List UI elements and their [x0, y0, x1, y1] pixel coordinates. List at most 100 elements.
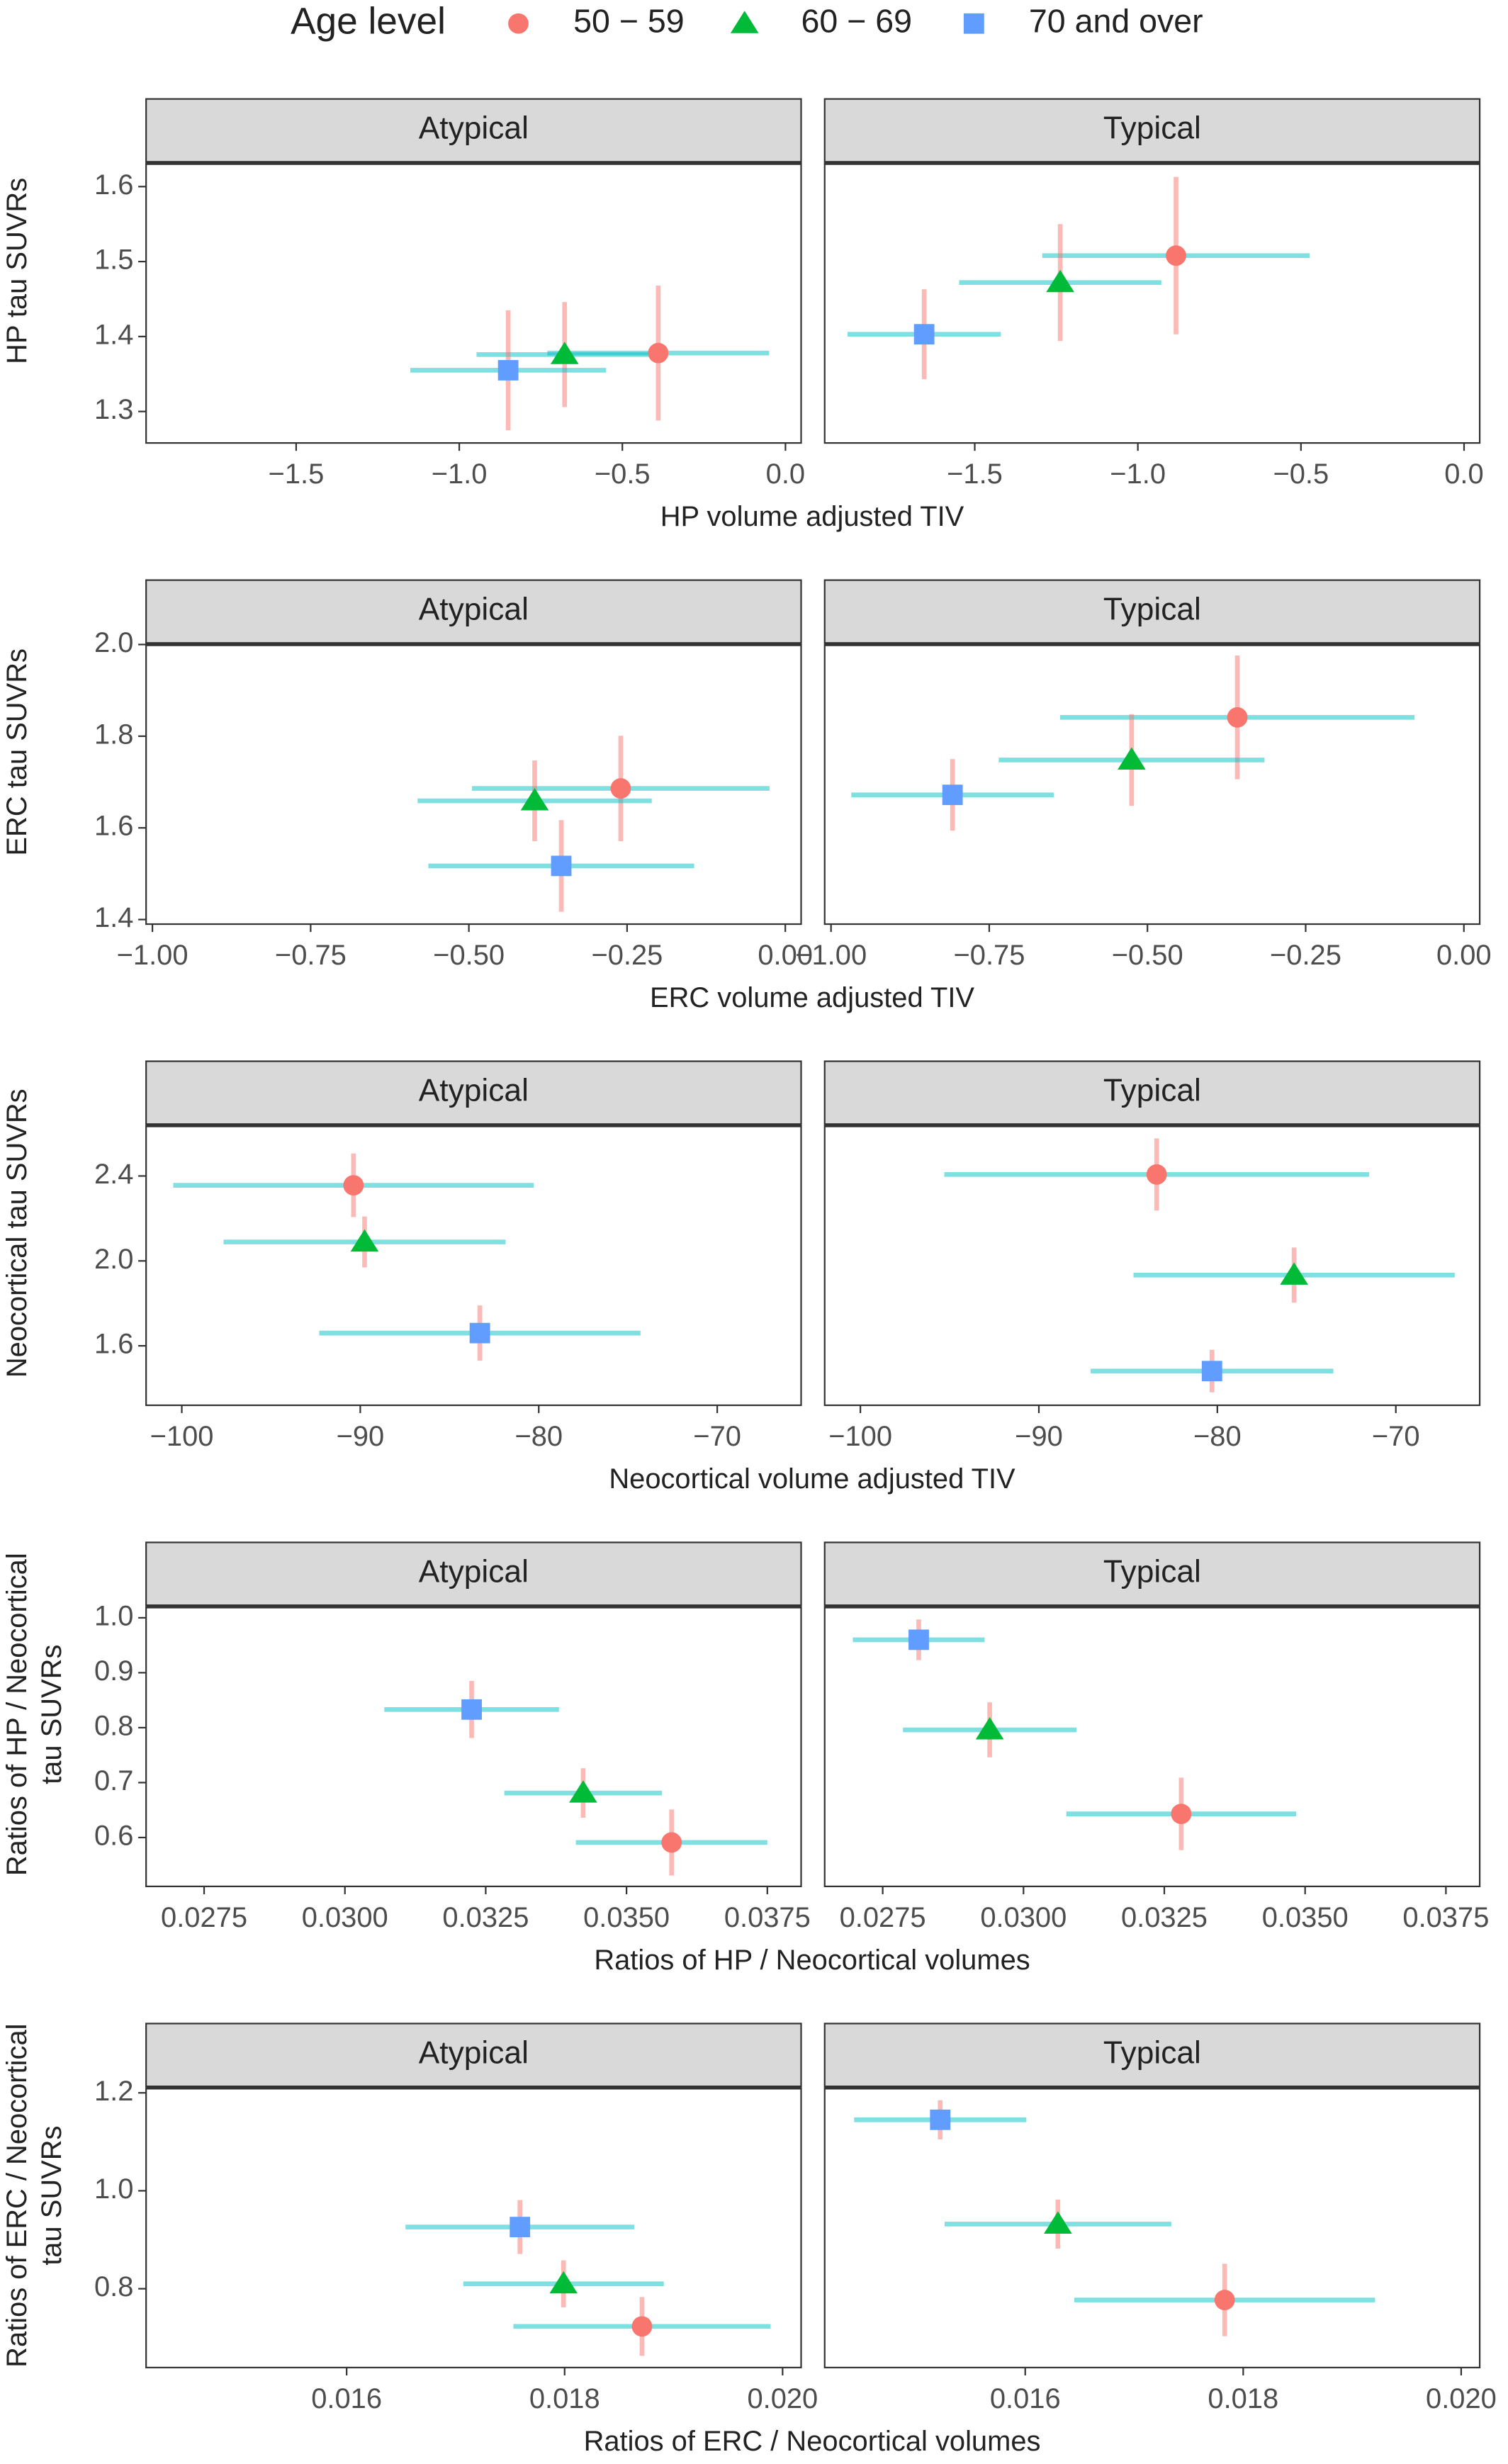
y-axis-title: HP tau SUVRs [1, 178, 33, 364]
y-tick-label: 0.9 [94, 1655, 133, 1687]
strip-title: Atypical [419, 592, 529, 627]
x-tick-label: 0.0375 [724, 1902, 811, 1933]
y-axis-title: ERC tau SUVRs [1, 648, 33, 856]
point [1166, 245, 1186, 266]
x-tick-label: 0.00 [1436, 940, 1492, 971]
legend-title: Age level [291, 0, 446, 42]
x-tick-label: 0.0375 [1402, 1902, 1489, 1933]
strip-title: Atypical [419, 1074, 529, 1108]
point [469, 1322, 490, 1344]
strip-title: Typical [1103, 592, 1201, 627]
x-tick-label: −80 [514, 1421, 563, 1452]
y-tick-label: 2.4 [94, 1159, 133, 1190]
strip [145, 98, 802, 163]
y-tick-label: 1.5 [94, 244, 133, 276]
legend-label: 60 − 69 [801, 3, 912, 40]
y-tick-label: 1.6 [94, 169, 133, 201]
panel [145, 643, 802, 926]
y-tick-label: 1.2 [94, 2076, 133, 2107]
point [1227, 707, 1248, 728]
point [975, 1717, 1004, 1740]
y-tick-label: 0.6 [94, 1820, 133, 1851]
strip [823, 1060, 1481, 1125]
x-tick-label: 0.0300 [302, 1902, 388, 1933]
point [550, 342, 579, 364]
legend-marker [508, 13, 529, 34]
x-tick-label: −0.50 [1112, 940, 1183, 971]
strip-title: Atypical [419, 2035, 529, 2070]
y-tick-label: 2.0 [94, 627, 133, 658]
y-axis-title: Ratios of ERC / Neocortical [1, 2024, 33, 2368]
strip [145, 2023, 802, 2088]
x-tick-label: 0.016 [990, 2383, 1061, 2414]
x-axis-title: Ratios of HP / Neocortical volumes [594, 1945, 1030, 1976]
x-tick-label: 0.0 [1444, 459, 1483, 490]
x-tick-label: −100 [150, 1421, 214, 1452]
panel [823, 2087, 1481, 2369]
point [549, 2271, 578, 2294]
strip-title: Typical [1103, 1074, 1201, 1108]
y-axis-title: tau SUVRs [36, 1645, 67, 1784]
x-tick-label: −100 [828, 1421, 892, 1452]
point [1201, 1361, 1222, 1382]
point [942, 784, 963, 806]
y-axis-title: Ratios of HP / Neocortical [1, 1553, 33, 1876]
x-tick-label: −1.5 [947, 459, 1003, 490]
y-tick-label: 1.0 [94, 2173, 133, 2205]
strip [145, 1060, 802, 1125]
x-tick-label: −80 [1193, 1421, 1242, 1452]
x-tick-label: −70 [1372, 1421, 1420, 1452]
panel [145, 162, 802, 444]
strip [823, 579, 1481, 644]
point [520, 788, 549, 811]
point [930, 2109, 951, 2130]
point [1171, 1804, 1192, 1825]
y-tick-label: 1.4 [94, 319, 133, 350]
y-tick-label: 1.0 [94, 1600, 133, 1631]
point [350, 1229, 379, 1252]
point [648, 342, 669, 364]
x-tick-label: 0.016 [311, 2383, 382, 2414]
x-tick-label: 0.0350 [583, 1902, 670, 1933]
x-axis-title: ERC volume adjusted TIV [650, 982, 974, 1013]
y-tick-label: 2.0 [94, 1244, 133, 1275]
x-tick-label: −0.75 [953, 940, 1025, 971]
legend-label: 70 and over [1029, 3, 1203, 40]
x-tick-label: −1.00 [117, 940, 188, 971]
strip-title: Atypical [419, 1555, 529, 1590]
strip [823, 2023, 1481, 2088]
x-tick-label: 0.0275 [161, 1902, 247, 1933]
x-tick-label: −0.25 [1270, 940, 1341, 971]
legend-marker [730, 11, 759, 33]
point [913, 324, 935, 345]
y-tick-label: 1.8 [94, 719, 133, 750]
x-tick-label: 0.0325 [1121, 1902, 1208, 1933]
y-tick-label: 0.8 [94, 1710, 133, 1741]
point [1280, 1262, 1308, 1285]
point [1044, 2211, 1072, 2234]
x-axis-title: Neocortical volume adjusted TIV [609, 1463, 1015, 1495]
point [1214, 2290, 1235, 2310]
x-tick-label: 0.0350 [1262, 1902, 1349, 1933]
point [343, 1175, 364, 1196]
x-tick-label: −0.5 [595, 459, 651, 490]
point [661, 1832, 682, 1853]
x-tick-label: −90 [1015, 1421, 1063, 1452]
point [908, 1629, 929, 1650]
x-tick-label: 0.018 [529, 2383, 600, 2414]
strip-title: Typical [1103, 1555, 1201, 1590]
point [497, 360, 519, 381]
point [610, 778, 631, 799]
x-tick-label: −0.5 [1273, 459, 1329, 490]
point [461, 1699, 482, 1720]
panel [823, 162, 1481, 444]
y-tick-label: 0.7 [94, 1765, 133, 1796]
y-tick-label: 1.6 [94, 811, 133, 842]
x-tick-label: 0.020 [1426, 2383, 1497, 2414]
x-axis-title: HP volume adjusted TIV [660, 501, 964, 532]
x-tick-label: 0.020 [747, 2383, 818, 2414]
x-tick-label: −1.00 [795, 940, 867, 971]
point [631, 2316, 653, 2337]
x-tick-label: −1.0 [1110, 459, 1166, 490]
